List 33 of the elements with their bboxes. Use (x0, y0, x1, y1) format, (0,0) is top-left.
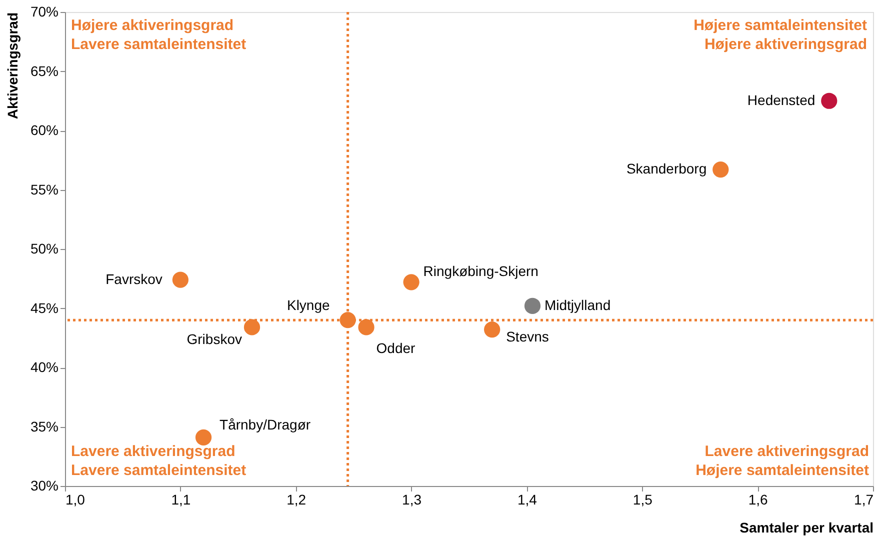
y-axis-title: Aktiveringsgrad (4, 12, 20, 120)
series-label: Klynge (286, 297, 330, 314)
series-label: Skanderborg (626, 160, 707, 177)
y-tick-label: 50% (30, 240, 58, 256)
x-tick-label: 1,3 (402, 492, 422, 508)
annotation: Højere aktiveringsgrad Lavere samtaleintensitet (71, 17, 246, 53)
x-tick-label: 1,0 (66, 492, 86, 508)
series-label: Favrskov (106, 270, 162, 287)
y-tick-label: 30% (30, 478, 58, 494)
x-tick-label: 1,4 (517, 492, 538, 508)
y-tick-label: 55% (30, 181, 58, 198)
series-label: Odder (376, 340, 416, 356)
series-label: Gribskov (186, 331, 242, 348)
annotation: Lavere aktiveringsgrad Højere samtaleintensitet (696, 443, 869, 479)
x-axis-title: Samtaler per kvartal (740, 520, 874, 536)
x-tick-label: 1,2 (286, 492, 306, 508)
annotation: Lavere aktiveringsgrad Lavere samtaleintensitet (71, 443, 246, 479)
series-label: Hedensted (747, 92, 816, 108)
y-tick-label: 45% (30, 300, 58, 316)
x-tick-label: 1,5 (632, 492, 653, 508)
y-tick-label: 65% (30, 62, 58, 79)
series-label: Ringkøbing-Skjern (423, 263, 538, 280)
series-label: Midtjylland (544, 296, 611, 313)
series-label: Tårnby/Dragør (220, 416, 311, 432)
y-tick-label: 60% (30, 122, 58, 138)
y-tick-label: 40% (30, 359, 58, 375)
annotation: Højere samtaleintensitet Højere aktiveringsgrad (694, 17, 867, 53)
y-tick-label: 70% (30, 4, 58, 20)
x-tick-label: 1,7 (854, 492, 874, 508)
y-tick-label: 35% (30, 418, 58, 434)
x-tick-label: 1,1 (171, 492, 191, 508)
series-label: Stevns (506, 328, 549, 345)
x-tick-label: 1,6 (748, 492, 768, 508)
